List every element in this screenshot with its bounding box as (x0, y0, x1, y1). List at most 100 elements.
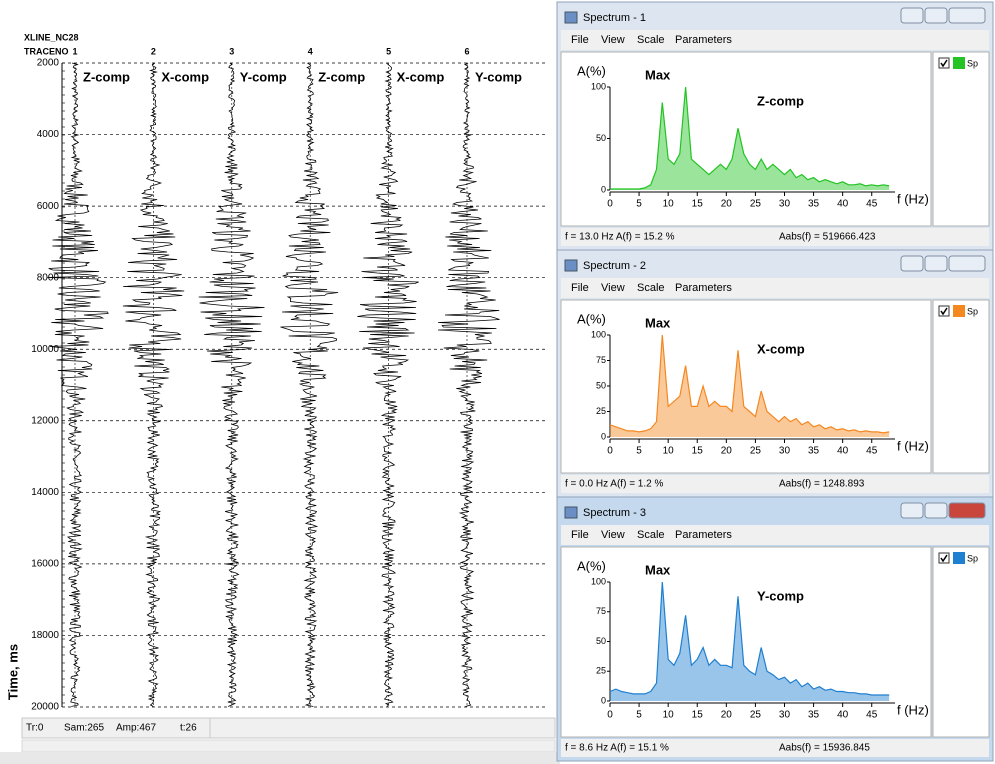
x-tick-label: 0 (607, 710, 613, 721)
y-tick-label: 75 (596, 355, 606, 365)
x-tick-label: 20 (721, 710, 733, 721)
menu-item[interactable]: File (571, 34, 589, 46)
window-title: Spectrum - 1 (583, 12, 646, 24)
menu-item[interactable]: File (571, 529, 589, 541)
legend-label: Sp (967, 553, 978, 563)
close-button[interactable] (948, 502, 986, 519)
trace-wiggle (357, 62, 419, 707)
checkmark (940, 307, 948, 316)
legend-label: Sp (967, 306, 978, 316)
x-tick-label: 5 (636, 199, 642, 210)
maximize-button[interactable] (924, 7, 948, 24)
component-label: Y-comp (475, 69, 522, 84)
component-label: Y-comp (240, 69, 287, 84)
maximize-button[interactable] (924, 255, 948, 272)
trace-number: 6 (464, 46, 469, 56)
x-tick-label: 45 (866, 446, 878, 457)
x-tick-label: 20 (721, 199, 733, 210)
spectrum-line (610, 86, 890, 190)
y-axis-label: A(%) (577, 311, 606, 326)
menu-item[interactable]: Parameters (675, 529, 732, 541)
y-tick-label: 0 (601, 184, 606, 194)
status-bar (561, 475, 989, 493)
x-tick-label: 45 (866, 710, 878, 721)
window-icon (564, 11, 578, 24)
checkmark (940, 554, 948, 563)
x-tick-label: 25 (750, 446, 762, 457)
component-label: X-comp (397, 69, 445, 84)
trace-label: TRACENO (24, 46, 69, 56)
y-tick-label: 75 (596, 606, 606, 616)
trace-number: 1 (72, 46, 77, 56)
y-axis-label: Time, ms (5, 644, 20, 700)
close-button[interactable] (948, 255, 986, 272)
annotation: X-comp (757, 341, 805, 356)
legend-panel (932, 299, 990, 474)
window-icon (564, 259, 578, 272)
maximize-button[interactable] (924, 502, 948, 519)
menu-item[interactable]: File (571, 282, 589, 294)
y-tick-label: 18000 (31, 630, 59, 641)
legend-checkbox[interactable] (938, 57, 950, 69)
menu-item[interactable]: View (601, 529, 625, 541)
x-tick-label: 0 (607, 446, 613, 457)
trace-number: 4 (308, 46, 313, 56)
status-text: f = 8.6 Hz A(f) = 15.1 % (565, 743, 669, 754)
y-tick-label: 12000 (31, 415, 59, 426)
legend-checkbox[interactable] (938, 305, 950, 317)
scrollbar[interactable] (21, 739, 556, 753)
y-tick-label: 100 (591, 81, 606, 91)
component-label: X-comp (161, 69, 209, 84)
x-tick-label: 25 (750, 199, 762, 210)
y-axis-label: A(%) (577, 63, 606, 78)
section-title: XLINE_NC28 (24, 32, 79, 42)
status-text: Aabs(f) = 15936.845 (779, 743, 870, 754)
menu-item[interactable]: Parameters (675, 282, 732, 294)
minimize-button[interactable] (900, 255, 924, 272)
legend-swatch (953, 305, 965, 317)
menu-item[interactable]: View (601, 282, 625, 294)
x-tick-label: 30 (779, 199, 791, 210)
component-label: Z-comp (83, 69, 130, 84)
y-axis-label: A(%) (577, 558, 606, 573)
status-text: Aabs(f) = 519666.423 (779, 232, 876, 243)
spectrum-line (609, 581, 890, 696)
menu-item[interactable]: Scale (637, 529, 665, 541)
minimize-button[interactable] (900, 7, 924, 24)
menu-item[interactable]: Scale (637, 282, 665, 294)
spectrum-area (610, 87, 890, 190)
trace-wiggle (47, 62, 109, 707)
plot-panel (560, 546, 932, 738)
trace-wiggle (198, 62, 265, 707)
close-button[interactable] (948, 7, 986, 24)
x-axis-label: f (Hz) (897, 191, 929, 206)
x-tick-label: 15 (692, 710, 704, 721)
x-tick-label: 5 (636, 710, 642, 721)
menu-item[interactable]: Parameters (675, 34, 732, 46)
x-axis-label: f (Hz) (897, 702, 929, 717)
x-tick-label: 40 (837, 446, 849, 457)
spectrum-area (610, 582, 890, 701)
checkmark (940, 59, 948, 68)
legend-checkbox[interactable] (938, 552, 950, 564)
y-tick-label: 100 (591, 329, 606, 339)
x-axis-label: f (Hz) (897, 438, 929, 453)
x-tick-label: 5 (636, 446, 642, 457)
trace-wiggle (437, 62, 500, 707)
minimize-button[interactable] (900, 502, 924, 519)
y-tick-label: 100 (591, 576, 606, 586)
y-tick-label: 10000 (31, 344, 59, 355)
status-text: Amp:467 (116, 723, 156, 734)
y-tick-label: 0 (601, 431, 606, 441)
y-tick-label: 6000 (37, 201, 60, 212)
menu-item[interactable]: Scale (637, 34, 665, 46)
status-text: Sam:265 (64, 723, 104, 734)
spectrum-line (609, 334, 890, 434)
x-tick-label: 35 (808, 446, 820, 457)
y-tick-label: 50 (596, 636, 606, 646)
menu-item[interactable]: View (601, 34, 625, 46)
y-tick-label: 2000 (37, 58, 60, 69)
x-tick-label: 0 (607, 199, 613, 210)
x-tick-label: 10 (663, 710, 675, 721)
